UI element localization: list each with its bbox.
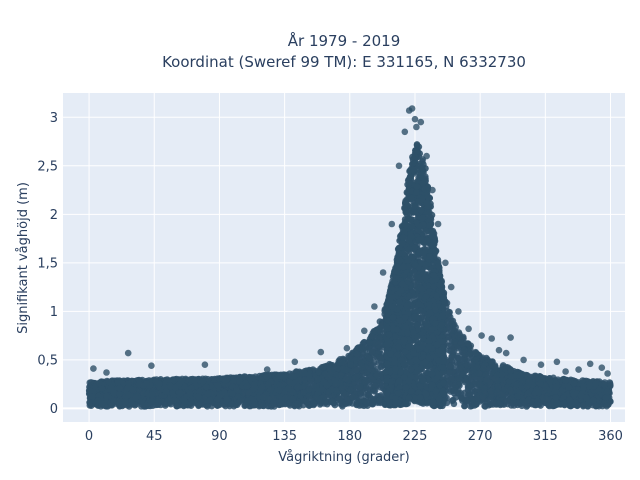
- scatter-point: [482, 371, 490, 379]
- scatter-point: [593, 402, 600, 410]
- scatter-point: [473, 386, 481, 393]
- scatter-point: [565, 384, 572, 391]
- scatter-point: [263, 373, 270, 380]
- scatter-point: [353, 400, 361, 408]
- scatter-point: [487, 387, 495, 395]
- scatter-point: [447, 362, 454, 370]
- scatter-point: [370, 388, 378, 395]
- scatter-point: [527, 373, 534, 381]
- scatter-point: [352, 366, 360, 374]
- scatter-point: [371, 382, 379, 389]
- scatter-points: [85, 105, 614, 410]
- scatter-point: [365, 378, 373, 386]
- scatter-point: [508, 373, 515, 380]
- scatter-point: [479, 364, 487, 372]
- scatter-point: [447, 328, 455, 335]
- scatter-point: [363, 398, 371, 406]
- scatter-point: [377, 379, 384, 387]
- scatter-point: [365, 355, 373, 362]
- scatter-point: [337, 372, 345, 379]
- scatter-point: [337, 359, 344, 366]
- scatter-point: [305, 386, 313, 393]
- scatter-point: [362, 384, 370, 392]
- scatter-point: [498, 376, 506, 384]
- scatter-point: [469, 396, 476, 403]
- scatter-point: [221, 376, 229, 384]
- scatter-point: [208, 402, 216, 410]
- scatter-point: [470, 366, 477, 373]
- scatter-point: [315, 368, 322, 376]
- scatter-point: [90, 383, 98, 391]
- scatter-point: [321, 370, 329, 378]
- scatter-point: [463, 397, 471, 404]
- scatter-point: [300, 397, 307, 404]
- scatter-point: [170, 397, 178, 404]
- scatter-point: [566, 398, 574, 405]
- scatter-point: [493, 371, 501, 379]
- scatter-point: [307, 380, 315, 387]
- scatter-point: [499, 363, 507, 371]
- scatter-point: [163, 376, 171, 383]
- scatter-point: [461, 389, 469, 397]
- scatter-point: [454, 354, 462, 362]
- scatter-point: [347, 386, 354, 394]
- scatter-point: [328, 397, 336, 405]
- scatter-point: [454, 331, 461, 339]
- scatter-point: [358, 390, 365, 398]
- scatter-point: [498, 371, 506, 378]
- scatter-point: [343, 366, 351, 374]
- scatter-point: [454, 344, 462, 352]
- scatter-point: [345, 399, 353, 407]
- scatter-point: [213, 402, 221, 409]
- scatter-point: [357, 383, 364, 391]
- scatter-point: [228, 401, 235, 408]
- scatter-point: [323, 381, 331, 389]
- scatter-point: [86, 402, 94, 409]
- scatter-point: [477, 381, 484, 388]
- scatter-point: [451, 338, 459, 346]
- scatter-point: [464, 340, 472, 348]
- scatter-point: [539, 394, 547, 402]
- scatter-point: [457, 364, 465, 372]
- scatter-point: [451, 382, 459, 390]
- scatter-point: [286, 378, 293, 386]
- scatter-point: [579, 377, 586, 384]
- scatter-point: [125, 391, 132, 399]
- scatter-point: [281, 395, 289, 402]
- scatter-point: [459, 370, 467, 378]
- scatter-point: [368, 333, 375, 340]
- scatter-point: [600, 381, 608, 388]
- scatter-point: [537, 380, 544, 388]
- scatter-point: [461, 346, 468, 354]
- scatter-point: [476, 376, 484, 383]
- scatter-point: [326, 371, 334, 378]
- scatter-point: [446, 369, 453, 376]
- scatter-point: [320, 363, 327, 371]
- scatter-point: [376, 396, 383, 404]
- scatter-point: [498, 391, 505, 398]
- scatter-point: [362, 344, 369, 351]
- scatter-point: [488, 362, 496, 369]
- scatter-point: [176, 389, 184, 397]
- scatter-point: [497, 401, 504, 409]
- scatter-point: [486, 379, 494, 386]
- scatter-point: [310, 400, 318, 408]
- scatter-point: [366, 339, 373, 347]
- scatter-point: [448, 354, 456, 361]
- scatter-point: [474, 394, 482, 402]
- scatter-point: [116, 384, 124, 392]
- scatter-point: [524, 390, 532, 397]
- scatter-point: [448, 320, 456, 327]
- scatter-point: [244, 397, 251, 405]
- scatter-point: [95, 379, 103, 387]
- scatter-point: [114, 379, 121, 387]
- scatter-point: [241, 402, 248, 410]
- scatter-point: [449, 396, 457, 404]
- scatter-point: [471, 402, 478, 409]
- scatter-point: [223, 396, 231, 403]
- scatter-point: [259, 384, 266, 391]
- scatter-point: [116, 390, 123, 398]
- scatter-point: [607, 381, 614, 389]
